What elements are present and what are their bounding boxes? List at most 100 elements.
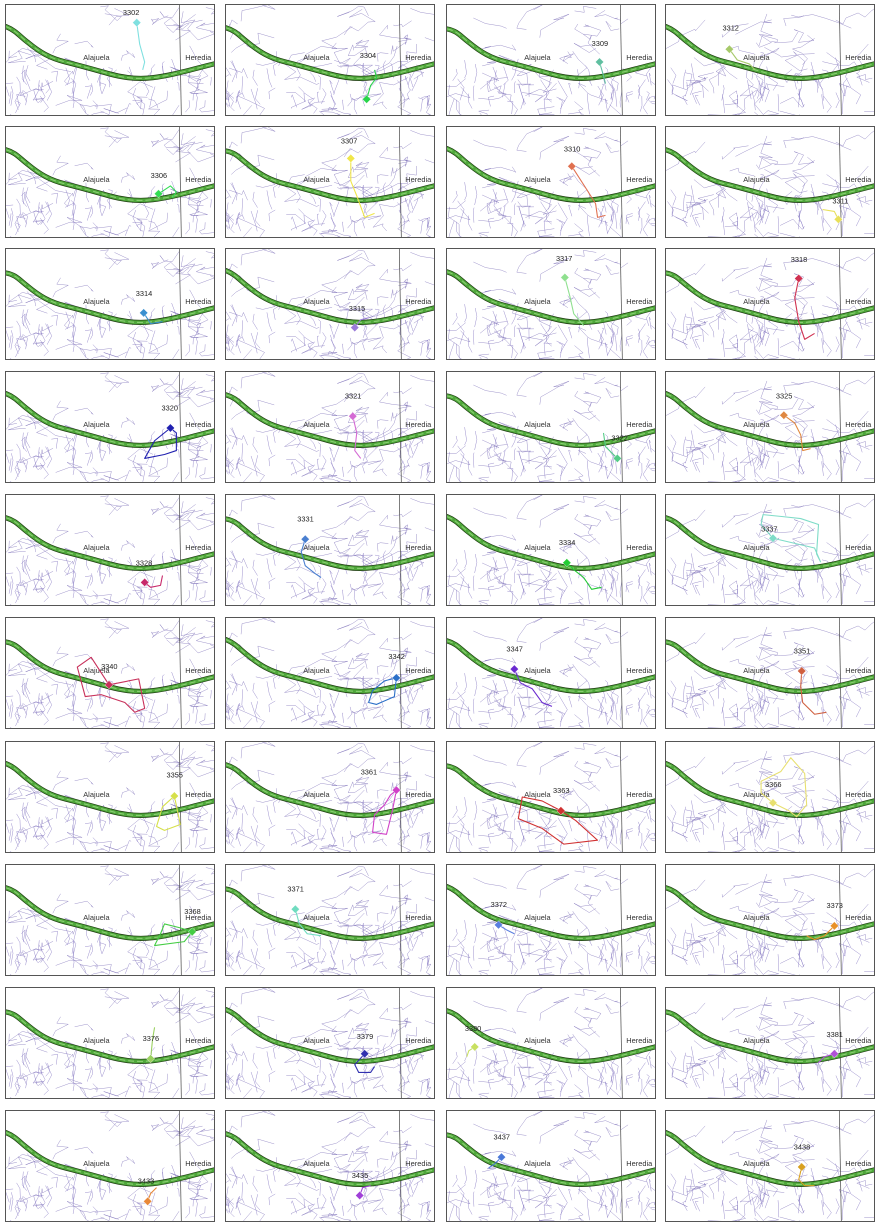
highway-corridor [226,148,434,203]
river-network [226,495,434,605]
province-boundary [178,372,182,482]
station-id-label: 3438 [794,1142,810,1151]
map-panel-3315: Alajuela Heredia 3315 [225,248,435,360]
place-label-heredia: Heredia [626,543,653,552]
station-marker [391,673,401,683]
province-boundary [619,249,623,359]
station-id-label: 3309 [592,39,608,48]
river-network [447,618,655,728]
station-id-label: 3351 [794,646,810,655]
river-network [447,5,655,115]
highway-corridor [666,885,874,941]
place-label-alajuela: Alajuela [524,420,551,429]
highway-corridor [447,638,655,694]
map-canvas: Alajuela Heredia 3306 [6,127,214,237]
place-label-heredia: Heredia [845,53,872,62]
place-label-heredia: Heredia [626,913,653,922]
map-canvas: Alajuela Heredia 3309 [447,5,655,115]
station-marker [794,274,804,283]
province-boundary [398,127,402,237]
river-network [226,865,434,975]
station-id-label: 3372 [491,900,507,909]
map-canvas: Alajuela Heredia 3314 [6,249,214,359]
highway-corridor [6,1009,214,1064]
province-boundary [838,618,842,728]
place-label-alajuela: Alajuela [83,1159,110,1168]
catchment-outline [294,909,322,937]
province-boundary [838,1111,842,1221]
map-panel-3309: Alajuela Heredia 3309 [446,4,656,116]
catchment-outline [372,789,397,835]
station-id-label: 3347 [506,644,522,653]
river-network [226,249,434,359]
highway-corridor [226,1007,434,1064]
catchment-outline [144,575,164,588]
highway-corridor [6,515,214,571]
place-label-heredia: Heredia [845,543,872,552]
map-panel-3438: Alajuela Heredia 3438 [665,1110,875,1222]
station-id-label: 3433 [138,1177,154,1186]
station-marker [187,927,197,937]
station-marker [146,1054,156,1064]
catchment-outline [794,278,815,340]
highway-corridor [666,1009,874,1064]
place-label-heredia: Heredia [405,420,432,429]
catchment-outline [566,562,602,590]
map-panel-3361: Alajuela Heredia 3361 [225,741,435,853]
station-id-label: 3361 [361,767,377,776]
map-canvas: Alajuela Heredia 3380 [447,988,655,1098]
place-label-heredia: Heredia [845,790,872,799]
map-panel-3321: Alajuela Heredia 3321 [225,371,435,483]
highway-corridor [447,1008,655,1064]
province-boundary [398,249,402,359]
river-network [6,1111,214,1221]
province-boundary [838,988,842,1098]
map-canvas: Alajuela Heredia 3366 [666,742,874,852]
place-label-alajuela: Alajuela [303,543,330,552]
highway-corridor [447,763,655,818]
province-boundary [398,742,402,852]
river-network [447,249,655,359]
station-id-label: 3373 [826,901,842,910]
river-network [666,375,874,482]
map-canvas: Alajuela Heredia 3307 [226,127,434,237]
catchment-outline [783,414,811,452]
map-canvas: Alajuela Heredia 3322 [447,372,655,482]
station-id-label: 3320 [162,403,178,412]
place-label-alajuela: Alajuela [743,1159,770,1168]
map-panel-3340: Alajuela Heredia 3340 [5,617,215,729]
river-network [666,8,874,115]
station-id-label: 3321 [345,392,361,401]
catchment-outline [602,432,618,459]
place-label-alajuela: Alajuela [303,913,330,922]
map-panel-3368: Alajuela Heredia 3368 [5,864,215,976]
place-label-alajuela: Alajuela [303,1159,330,1168]
station-marker [355,1191,365,1200]
river-network [447,742,655,852]
river-network [6,5,214,115]
station-marker [797,1162,807,1172]
place-label-heredia: Heredia [185,666,212,675]
map-panel-3306: Alajuela Heredia 3306 [5,126,215,238]
catchment-outline [800,671,827,715]
province-boundary [398,495,402,605]
place-label-heredia: Heredia [405,1036,432,1045]
highway-corridor [447,269,655,325]
highway-corridor [447,393,655,448]
place-label-heredia: Heredia [185,913,212,922]
province-boundary [619,127,623,237]
map-canvas: Alajuela Heredia 3317 [447,249,655,359]
highway-corridor [666,270,874,325]
map-panel-3318: Alajuela Heredia 3318 [665,248,875,360]
highway-corridor [447,514,655,571]
station-marker [768,533,778,543]
place-label-alajuela: Alajuela [83,666,110,675]
province-boundary [838,249,842,359]
station-marker [833,214,843,224]
map-canvas: Alajuela Heredia 3438 [666,1111,874,1221]
province-boundary [398,865,402,975]
highway-corridor [226,392,434,448]
catchment-outline [300,539,322,578]
place-label-heredia: Heredia [845,1159,872,1168]
station-marker [494,920,503,930]
